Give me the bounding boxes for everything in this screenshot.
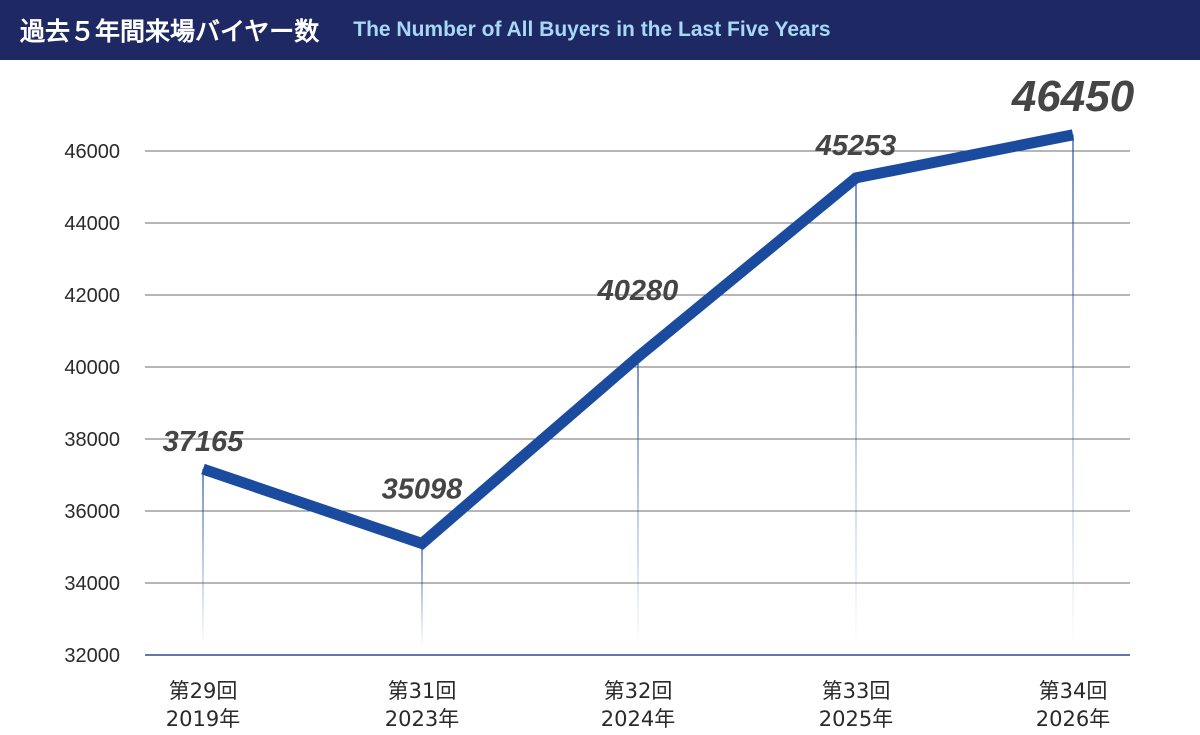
drop-line bbox=[202, 469, 204, 647]
series-line bbox=[201, 129, 1075, 550]
chart-subtitle: The Number of All Buyers in the Last Fiv… bbox=[353, 18, 831, 41]
x-tick-label: 第34回 2026年 bbox=[1036, 679, 1110, 731]
y-tick-label: 40000 bbox=[64, 357, 120, 379]
y-tick-label: 36000 bbox=[64, 501, 120, 523]
drop-lines bbox=[202, 134, 1074, 648]
line-chart: 32000 34000 36000 38000 40000 42000 44000 46000… bbox=[64, 72, 1135, 731]
series-line-path bbox=[201, 129, 1075, 550]
y-tick-label: 42000 bbox=[64, 285, 120, 307]
drop-line bbox=[421, 543, 423, 647]
x-tick-label: 第33回 2025年 bbox=[819, 679, 893, 731]
x-tick-label: 第31回 2023年 bbox=[385, 679, 459, 731]
y-tick-label: 38000 bbox=[64, 429, 120, 451]
drop-line bbox=[637, 356, 639, 647]
y-tick-label: 46000 bbox=[64, 141, 120, 163]
data-labels: 37165 35098 40280 45253 46450 bbox=[163, 72, 1135, 506]
drop-line bbox=[1072, 134, 1074, 648]
y-tick-label: 44000 bbox=[64, 213, 120, 235]
x-tick-label: 第29回 2019年 bbox=[166, 679, 240, 731]
chart-header: 過去５年間来場バイヤー数 The Number of All Buyers in… bbox=[0, 0, 1200, 60]
data-label: 37165 bbox=[163, 426, 245, 458]
y-tick-label: 32000 bbox=[64, 645, 120, 667]
drop-line bbox=[855, 177, 857, 647]
y-axis: 32000 34000 36000 38000 40000 42000 44000 46000 bbox=[64, 141, 120, 667]
data-label: 40280 bbox=[597, 275, 679, 307]
data-label: 35098 bbox=[382, 473, 464, 505]
data-label-highlight: 46450 bbox=[1011, 72, 1135, 121]
x-axis: 第29回 2019年 第31回 2023年 第32回 2024年 第33回 2025年 第34回… bbox=[166, 679, 1110, 731]
chart-title: 過去５年間来場バイヤー数 bbox=[20, 17, 320, 46]
data-label: 45253 bbox=[815, 130, 897, 162]
x-tick-label: 第32回 2024年 bbox=[601, 679, 675, 731]
y-tick-label: 34000 bbox=[64, 573, 120, 595]
